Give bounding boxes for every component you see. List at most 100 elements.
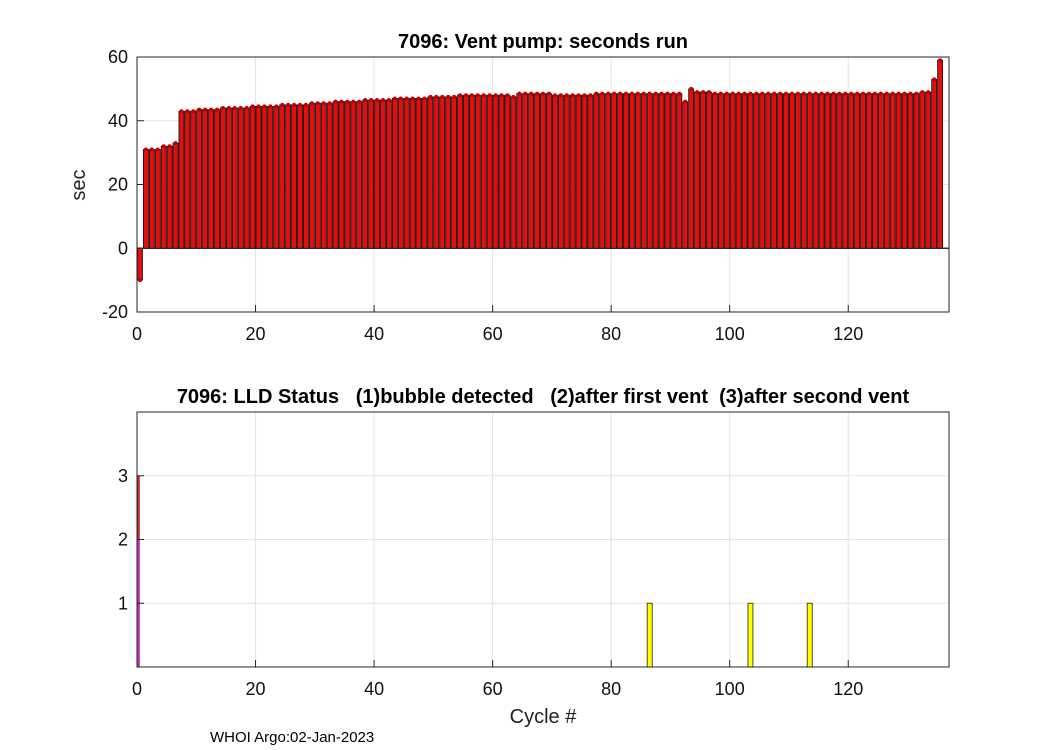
vent-marker: [766, 91, 771, 96]
vent-bar: [403, 98, 410, 249]
vent-bar: [534, 93, 540, 249]
vent-marker: [428, 94, 433, 99]
vent-marker: [564, 93, 569, 98]
bottom-grid: [136, 412, 949, 667]
vent-marker: [748, 91, 753, 96]
vent-bar: [646, 93, 653, 249]
vent-bar: [771, 93, 778, 249]
vent-bar: [172, 142, 179, 249]
vent-marker: [659, 91, 664, 96]
vent-marker: [866, 91, 871, 96]
vent-marker: [505, 93, 510, 98]
vent-marker: [351, 99, 356, 104]
vent-marker: [303, 102, 308, 107]
vent-bar: [510, 96, 517, 249]
vent-bar: [320, 102, 327, 249]
vent-marker: [778, 91, 783, 96]
vent-bar: [628, 93, 635, 249]
vent-bar: [605, 93, 612, 249]
vent-marker: [653, 91, 658, 96]
vent-marker: [179, 109, 184, 114]
vent-marker: [345, 99, 350, 104]
vent-marker: [588, 93, 593, 98]
vent-marker: [167, 144, 172, 149]
top-bars: [137, 58, 949, 283]
bottom-x-tick-label: 60: [483, 679, 503, 699]
vent-marker: [677, 91, 682, 96]
vent-bar: [326, 102, 333, 249]
vent-bar: [362, 99, 369, 249]
vent-marker: [475, 93, 480, 98]
vent-marker: [926, 90, 931, 95]
vent-marker: [558, 93, 563, 98]
lld-status-bar: [646, 602, 653, 668]
bottom-x-tick-label: 40: [364, 679, 384, 699]
vent-bar: [670, 93, 677, 249]
vent-bar: [160, 145, 167, 249]
vent-bar: [569, 94, 576, 249]
vent-bar: [243, 107, 250, 249]
vent-bar: [866, 93, 872, 249]
top-x-tick-label: 100: [715, 324, 745, 344]
vent-bar: [380, 99, 386, 249]
bottom-x-tick-label: 0: [132, 679, 142, 699]
vent-bar: [694, 91, 701, 249]
vent-marker: [724, 91, 729, 96]
vent-marker: [665, 91, 670, 96]
vent-bar: [540, 93, 546, 249]
top-y-axis-label: sec: [68, 169, 90, 200]
vent-bar: [285, 104, 292, 249]
vent-bar: [249, 106, 256, 249]
vent-bar: [178, 110, 185, 249]
vent-marker: [215, 107, 220, 112]
vent-marker: [523, 91, 528, 96]
vent-bar: [546, 93, 552, 249]
vent-marker: [718, 91, 723, 96]
vent-marker: [689, 86, 694, 91]
vent-bar: [480, 94, 487, 249]
vent-marker: [481, 93, 486, 98]
vent-bar: [789, 93, 795, 249]
vent-bar: [800, 93, 807, 249]
vent-marker: [404, 96, 409, 101]
vent-bar: [551, 94, 558, 249]
vent-bar: [676, 93, 683, 249]
vent-bar: [397, 98, 404, 249]
bottom-x-axis-label: Cycle #: [510, 706, 578, 728]
vent-marker: [807, 91, 812, 96]
vent-marker: [434, 94, 439, 99]
vent-bar: [208, 109, 215, 249]
vent-marker: [321, 101, 326, 106]
vent-marker: [890, 91, 895, 96]
vent-marker: [570, 93, 575, 98]
vent-bar: [658, 93, 665, 249]
vent-marker: [517, 91, 522, 96]
vent-bar: [344, 101, 351, 249]
vent-marker: [712, 91, 717, 96]
bottom-chart-title: 7096: LLD Status (1)bubble detected (2)a…: [177, 386, 910, 408]
vent-bar: [652, 93, 659, 249]
vent-bar: [409, 98, 416, 249]
vent-bar: [468, 94, 475, 249]
vent-bar: [350, 101, 357, 249]
vent-marker: [452, 94, 457, 99]
vent-marker: [463, 93, 468, 98]
vent-marker: [629, 91, 634, 96]
vent-marker: [896, 91, 901, 96]
top-chart-title: 7096: Vent pump: seconds run: [398, 31, 688, 53]
vent-bar: [883, 93, 890, 249]
vent-bar: [860, 93, 866, 249]
vent-marker: [612, 91, 617, 96]
top-y-tick-label: 0: [118, 238, 128, 258]
vent-bar: [445, 96, 452, 249]
vent-bar: [723, 93, 730, 249]
vent-marker: [386, 98, 391, 103]
vent-marker: [849, 91, 854, 96]
vent-bar: [700, 91, 706, 249]
vent-bar: [913, 93, 920, 249]
vent-bar: [279, 104, 286, 249]
vent-marker: [209, 107, 214, 112]
vent-bar: [587, 94, 594, 249]
vent-bar: [225, 107, 232, 249]
